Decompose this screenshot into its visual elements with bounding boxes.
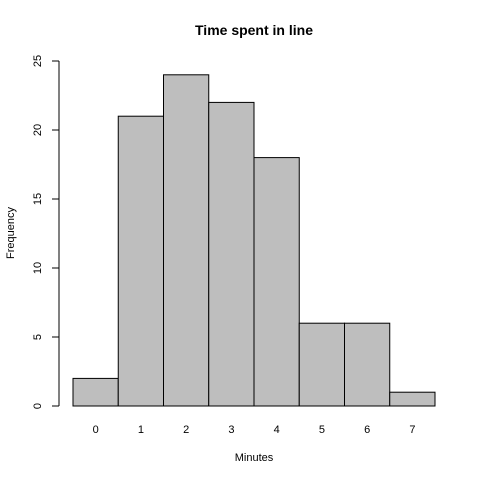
chart-title: Time spent in line	[195, 22, 313, 38]
x-tick-label: 2	[183, 424, 189, 436]
x-tick-label: 7	[409, 424, 415, 436]
x-tick-label: 1	[138, 424, 144, 436]
bar	[208, 101, 255, 407]
bar	[163, 74, 210, 407]
y-tick-label: 15	[32, 193, 44, 205]
y-axis-label: Frequency	[5, 207, 17, 259]
bar	[253, 157, 300, 407]
x-tick-label: 0	[93, 424, 99, 436]
y-tick-label: 25	[32, 55, 44, 67]
y-tick-label: 0	[32, 403, 44, 409]
x-tick-label: 5	[319, 424, 325, 436]
x-tick-label: 6	[364, 424, 370, 436]
y-tick-label: 10	[32, 262, 44, 274]
bar	[72, 377, 119, 407]
y-tick-label: 5	[32, 334, 44, 340]
bar	[298, 322, 345, 407]
bar	[389, 391, 436, 407]
bar	[344, 322, 391, 407]
x-axis-label: Minutes	[235, 452, 274, 464]
bar	[117, 115, 164, 407]
x-tick-label: 3	[228, 424, 234, 436]
y-tick-label: 20	[32, 124, 44, 136]
x-tick-label: 4	[274, 424, 280, 436]
